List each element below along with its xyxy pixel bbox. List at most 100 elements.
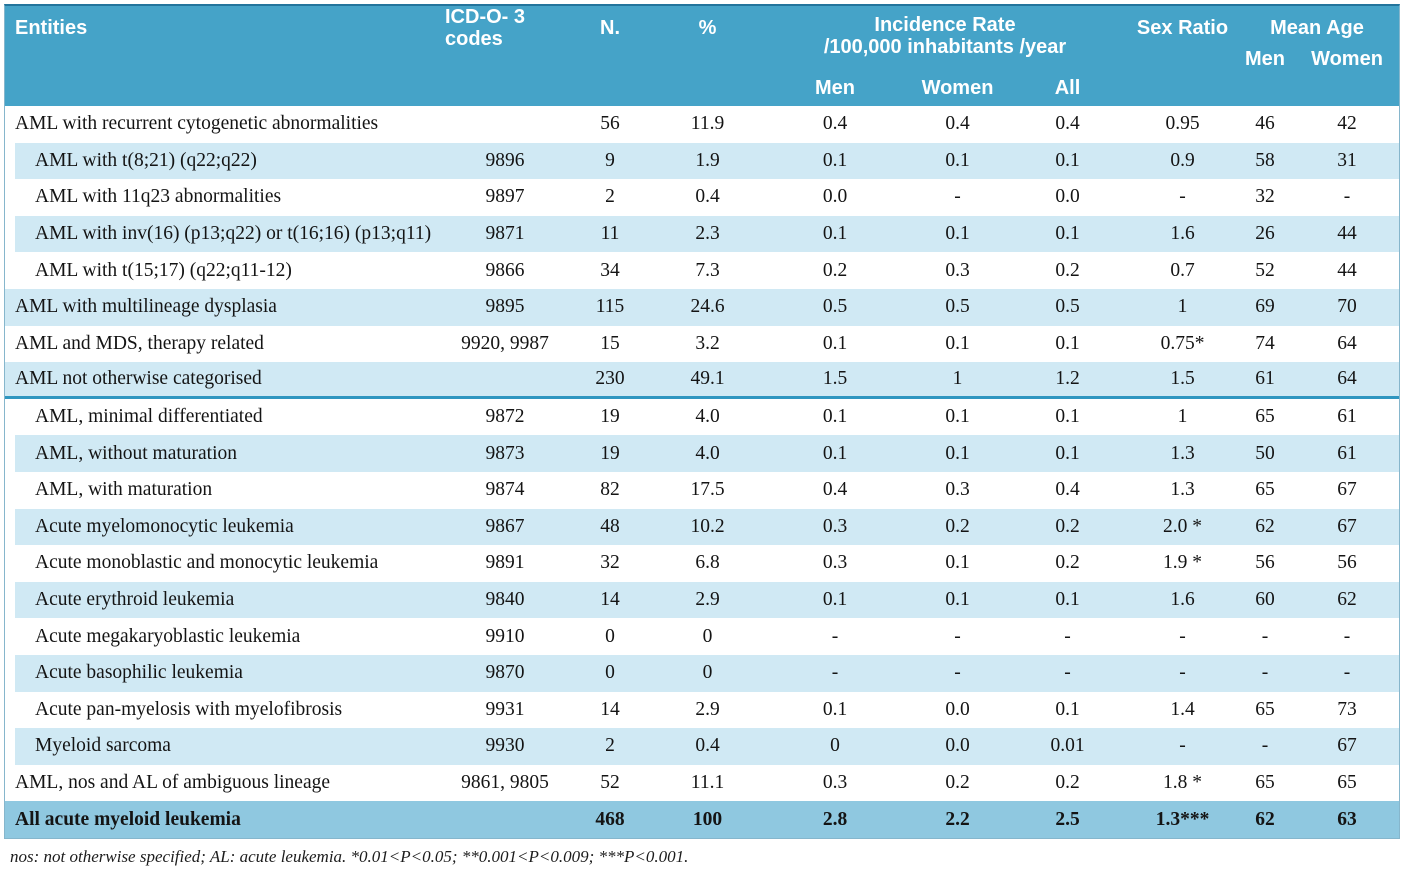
- cell-n: 9: [605, 149, 615, 171]
- cell-entity: AML with inv(16) (p13;q22) or t(16;16) (…: [35, 223, 432, 245]
- cell-age_women: 62: [1337, 589, 1357, 611]
- cell-inc_all: 0.1: [1055, 698, 1080, 720]
- cell-inc_men: 0.1: [822, 149, 848, 171]
- cell-inc_men: -: [831, 662, 839, 684]
- cell-icd: 9930: [485, 735, 525, 757]
- cell-age_women: 73: [1337, 698, 1357, 720]
- footnote: nos: not otherwise specified; AL: acute …: [10, 846, 689, 866]
- cell-age_men: 61: [1255, 367, 1275, 389]
- cell-icd: 9867: [485, 515, 525, 537]
- cell-icd: 9870: [485, 662, 525, 684]
- cell-inc_women: 0.1: [945, 149, 970, 171]
- cell-n: 48: [600, 515, 620, 537]
- cell-age_women: 67: [1337, 735, 1357, 757]
- cell-entity: Myeloid sarcoma: [35, 735, 171, 757]
- table-row: AML with t(8;21) (q22;q22) 9896 9 1.9 0.1 0.1…: [5, 142, 1399, 180]
- cell-age_men: 65: [1255, 771, 1275, 793]
- cell-age_women: 44: [1337, 259, 1357, 281]
- cell-pct: 6.8: [695, 552, 720, 574]
- cell-sex_ratio: 1.8 *: [1163, 771, 1202, 793]
- cell-age_women: 44: [1337, 223, 1357, 245]
- cell-sex_ratio: 0.95: [1165, 113, 1200, 135]
- cell-age_women: 64: [1337, 332, 1357, 354]
- cell-inc_all: 2.5: [1055, 808, 1080, 830]
- cell-inc_all: 0.5: [1055, 296, 1080, 318]
- cell-age_men: -: [1261, 625, 1269, 647]
- header-incidence-subtitle: /100,000 inhabitants /year: [823, 36, 1067, 58]
- cell-pct: 2.9: [695, 698, 720, 720]
- table-row: Acute erythroid leukemia 9840 14 2.9 0.1 0.1 0…: [5, 581, 1399, 619]
- cell-age_men: 62: [1255, 808, 1275, 830]
- cell-inc_all: -: [1064, 625, 1071, 647]
- table-row: AML with multilineage dysplasia 9895 115 24…: [5, 288, 1399, 326]
- cell-inc_men: 0.3: [822, 552, 848, 574]
- cell-inc_men: 0.4: [822, 113, 848, 135]
- cell-inc_women: 0.3: [945, 259, 970, 281]
- cell-inc_women: 0.3: [945, 479, 970, 501]
- cell-pct: 11.9: [690, 113, 725, 135]
- cell-icd: 9861, 9805: [461, 771, 549, 793]
- cell-entity: AML, nos and AL of ambiguous lineage: [15, 771, 331, 793]
- header-incidence-women: Women: [921, 77, 994, 99]
- cell-n: 19: [600, 406, 620, 428]
- header-sex-ratio: Sex Ratio: [1136, 17, 1229, 39]
- cell-inc_men: 0.1: [822, 442, 848, 464]
- cell-inc_women: 0.1: [945, 223, 970, 245]
- cell-sex_ratio: 0.9: [1170, 149, 1195, 171]
- cell-inc_women: 0.4: [945, 113, 970, 135]
- cell-inc_women: 0.1: [945, 406, 970, 428]
- cell-inc_all: 0.4: [1055, 113, 1080, 135]
- table-row: Acute megakaryoblastic leukemia 9910 0 0 - - -…: [5, 618, 1399, 655]
- header-percent: %: [698, 17, 717, 39]
- cell-inc_men: 0.1: [822, 406, 848, 428]
- cell-age_men: 32: [1255, 186, 1275, 208]
- cell-age_women: 67: [1337, 515, 1357, 537]
- cell-pct: 0.4: [695, 186, 720, 208]
- cell-sex_ratio: -: [1179, 625, 1186, 647]
- aml-incidence-table: Entities ICD-O- 3 codes N. % Incidence R…: [4, 4, 1400, 839]
- cell-icd: 9897: [485, 186, 525, 208]
- cell-age_women: -: [1343, 625, 1351, 647]
- cell-inc_men: 1.5: [822, 367, 848, 389]
- cell-inc_all: 0.1: [1055, 149, 1080, 171]
- cell-inc_men: 0: [830, 735, 840, 757]
- cell-n: 2: [605, 186, 615, 208]
- cell-inc_women: 0.0: [945, 735, 970, 757]
- cell-pct: 3.2: [695, 332, 720, 354]
- cell-age_women: 56: [1337, 552, 1357, 574]
- cell-inc_women: 0.0: [945, 698, 970, 720]
- cell-inc_men: 0.2: [822, 259, 848, 281]
- cell-sex_ratio: 1.3: [1170, 442, 1195, 464]
- cell-n: 56: [600, 113, 620, 135]
- cell-icd: 9895: [485, 296, 525, 318]
- cell-icd: 9920, 9987: [461, 332, 549, 354]
- cell-inc_men: 2.8: [822, 808, 848, 830]
- cell-age_men: 69: [1255, 296, 1275, 318]
- cell-age_men: 56: [1255, 552, 1275, 574]
- cell-age_men: 26: [1255, 223, 1275, 245]
- cell-icd: 9891: [485, 552, 525, 574]
- header-incidence-men: Men: [815, 77, 855, 99]
- cell-icd: 9866: [485, 259, 525, 281]
- cell-sex_ratio: 0.75*: [1160, 332, 1205, 354]
- cell-n: 11: [600, 223, 620, 245]
- cell-age_men: 52: [1255, 259, 1275, 281]
- header-incidence-rate: Incidence Rate /100,000 inhabitants /yea…: [760, 12, 1130, 74]
- cell-n: 52: [600, 771, 620, 793]
- cell-sex_ratio: -: [1179, 186, 1186, 208]
- cell-sex_ratio: 1.3: [1170, 479, 1195, 501]
- cell-inc_all: 0.2: [1055, 515, 1080, 537]
- cell-inc_all: 0.1: [1055, 589, 1080, 611]
- cell-inc_men: 0.1: [822, 332, 848, 354]
- cell-pct: 2.9: [695, 589, 720, 611]
- table-row: AML, nos and AL of ambiguous lineage 9861…: [5, 765, 1399, 802]
- table-row: Acute basophilic leukemia 9870 0 0 - - - - - -: [5, 654, 1399, 692]
- cell-inc_all: 0.2: [1055, 771, 1080, 793]
- header-entities: Entities: [15, 17, 88, 39]
- cell-entity: AML, without maturation: [35, 442, 238, 464]
- cell-age_men: 65: [1255, 479, 1275, 501]
- cell-entity: AML with multilineage dysplasia: [15, 296, 277, 318]
- cell-entity: AML with t(8;21) (q22;q22): [35, 149, 257, 171]
- cell-sex_ratio: 0.7: [1170, 259, 1195, 281]
- table-row: AML and MDS, therapy related 9920, 9987 15…: [5, 326, 1399, 363]
